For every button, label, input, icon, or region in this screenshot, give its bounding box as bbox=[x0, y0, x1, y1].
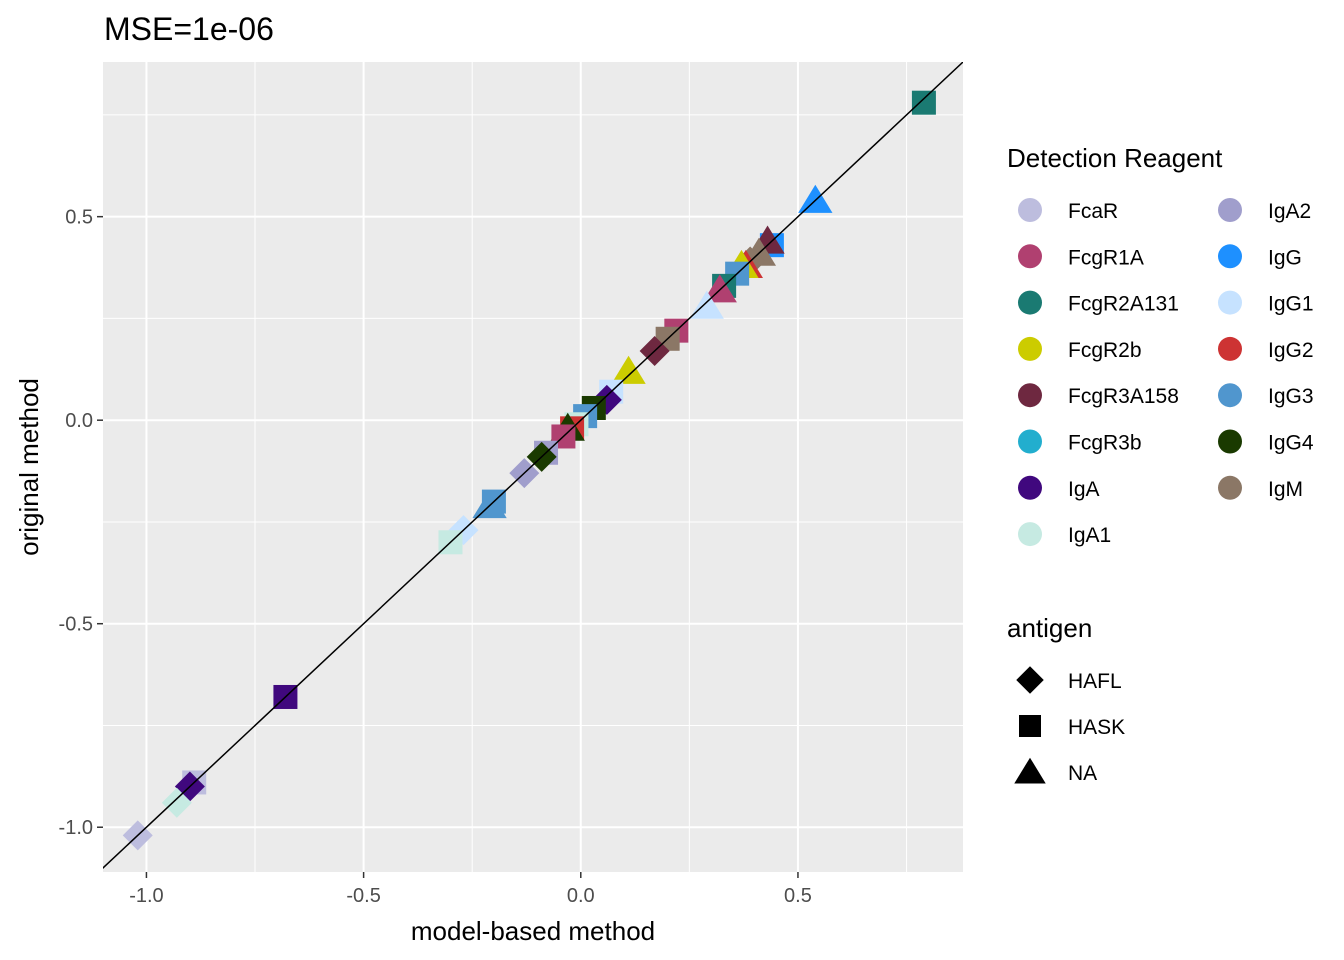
legend-color-label: IgG3 bbox=[1268, 385, 1314, 408]
x-tick-label: -1.0 bbox=[129, 885, 163, 907]
data-point bbox=[161, 787, 192, 818]
legend-color-label: IgG1 bbox=[1268, 293, 1314, 316]
grid-minor bbox=[103, 62, 963, 872]
y-tick-label: 0.5 bbox=[65, 207, 93, 229]
legend-shape-label: HAFL bbox=[1068, 670, 1122, 693]
legend-color-key bbox=[1218, 290, 1242, 315]
legend-color-label: IgA2 bbox=[1268, 200, 1311, 223]
data-point bbox=[798, 184, 833, 213]
legend-color-key bbox=[1018, 429, 1042, 454]
legend-color-key bbox=[1018, 290, 1042, 315]
x-tick-label: 0.0 bbox=[567, 885, 595, 907]
y-axis: -1.0 -0.5 0.0 0.5 bbox=[59, 207, 103, 839]
data-point bbox=[611, 355, 646, 384]
legend-color-label: FcgR1A bbox=[1068, 246, 1144, 269]
legend-shape-title: antigen bbox=[1007, 613, 1092, 643]
y-tick-label: -0.5 bbox=[59, 614, 93, 636]
legend-color-label: IgA bbox=[1068, 478, 1100, 501]
y-axis-title: original method bbox=[14, 378, 44, 556]
legend-color-key bbox=[1218, 336, 1242, 361]
reference-line bbox=[103, 62, 963, 869]
data-point bbox=[472, 490, 507, 519]
x-axis-title: model-based method bbox=[411, 916, 655, 946]
legend-shape-key bbox=[1014, 757, 1046, 784]
data-point bbox=[911, 90, 936, 115]
data-point bbox=[689, 290, 724, 319]
legend-color-key bbox=[1018, 475, 1042, 500]
y-tick-label: -1.0 bbox=[59, 817, 93, 839]
legend-color-label: IgG bbox=[1268, 246, 1302, 269]
legend-color-key bbox=[1018, 198, 1042, 222]
data-point bbox=[702, 274, 737, 303]
legend-shape-key bbox=[1016, 666, 1044, 694]
legend-color-key bbox=[1018, 383, 1042, 408]
legend-color-key bbox=[1218, 429, 1242, 454]
x-tick-label: 0.5 bbox=[784, 885, 812, 907]
legend-color-label: FcgR3A158 bbox=[1068, 385, 1179, 408]
legend-antigen: antigen HAFL HASK NA bbox=[1007, 613, 1125, 785]
legend-color-label: FcgR2A131 bbox=[1068, 293, 1179, 316]
legend-color-key bbox=[1218, 475, 1242, 500]
legend-color-key bbox=[1218, 383, 1242, 408]
reference-line-group bbox=[103, 62, 963, 869]
legend-shape-label: HASK bbox=[1068, 716, 1125, 739]
grid-major bbox=[103, 62, 963, 872]
chart-title: MSE=1e-06 bbox=[104, 11, 274, 47]
legend-color-label: FcaR bbox=[1068, 200, 1118, 223]
legend-color-label: FcgR2b bbox=[1068, 339, 1142, 362]
legend-color-label: IgG2 bbox=[1268, 339, 1314, 362]
legend-color-key bbox=[1018, 336, 1042, 361]
x-axis: -1.0 -0.5 0.0 0.5 bbox=[129, 872, 812, 907]
legend-color-key bbox=[1018, 522, 1042, 547]
legend-shape-key bbox=[1019, 715, 1041, 737]
legend-color-label: IgG4 bbox=[1268, 432, 1314, 455]
legend-color-label: IgA1 bbox=[1068, 524, 1111, 547]
legend-shape-label: NA bbox=[1068, 762, 1097, 785]
y-tick-label: 0.0 bbox=[65, 410, 93, 432]
legend-color-key bbox=[1018, 244, 1042, 269]
legend-color-label: FcgR3b bbox=[1068, 432, 1142, 455]
x-tick-label: -0.5 bbox=[346, 885, 380, 907]
legend-color-label: IgM bbox=[1268, 478, 1303, 501]
legend-color-key bbox=[1218, 198, 1242, 222]
legend-detection-reagent: Detection Reagent FcaR FcgR1A FcgR2A131 Fcg… bbox=[1007, 143, 1314, 547]
legend-color-title: Detection Reagent bbox=[1007, 143, 1223, 173]
legend-color-key bbox=[1218, 244, 1242, 269]
